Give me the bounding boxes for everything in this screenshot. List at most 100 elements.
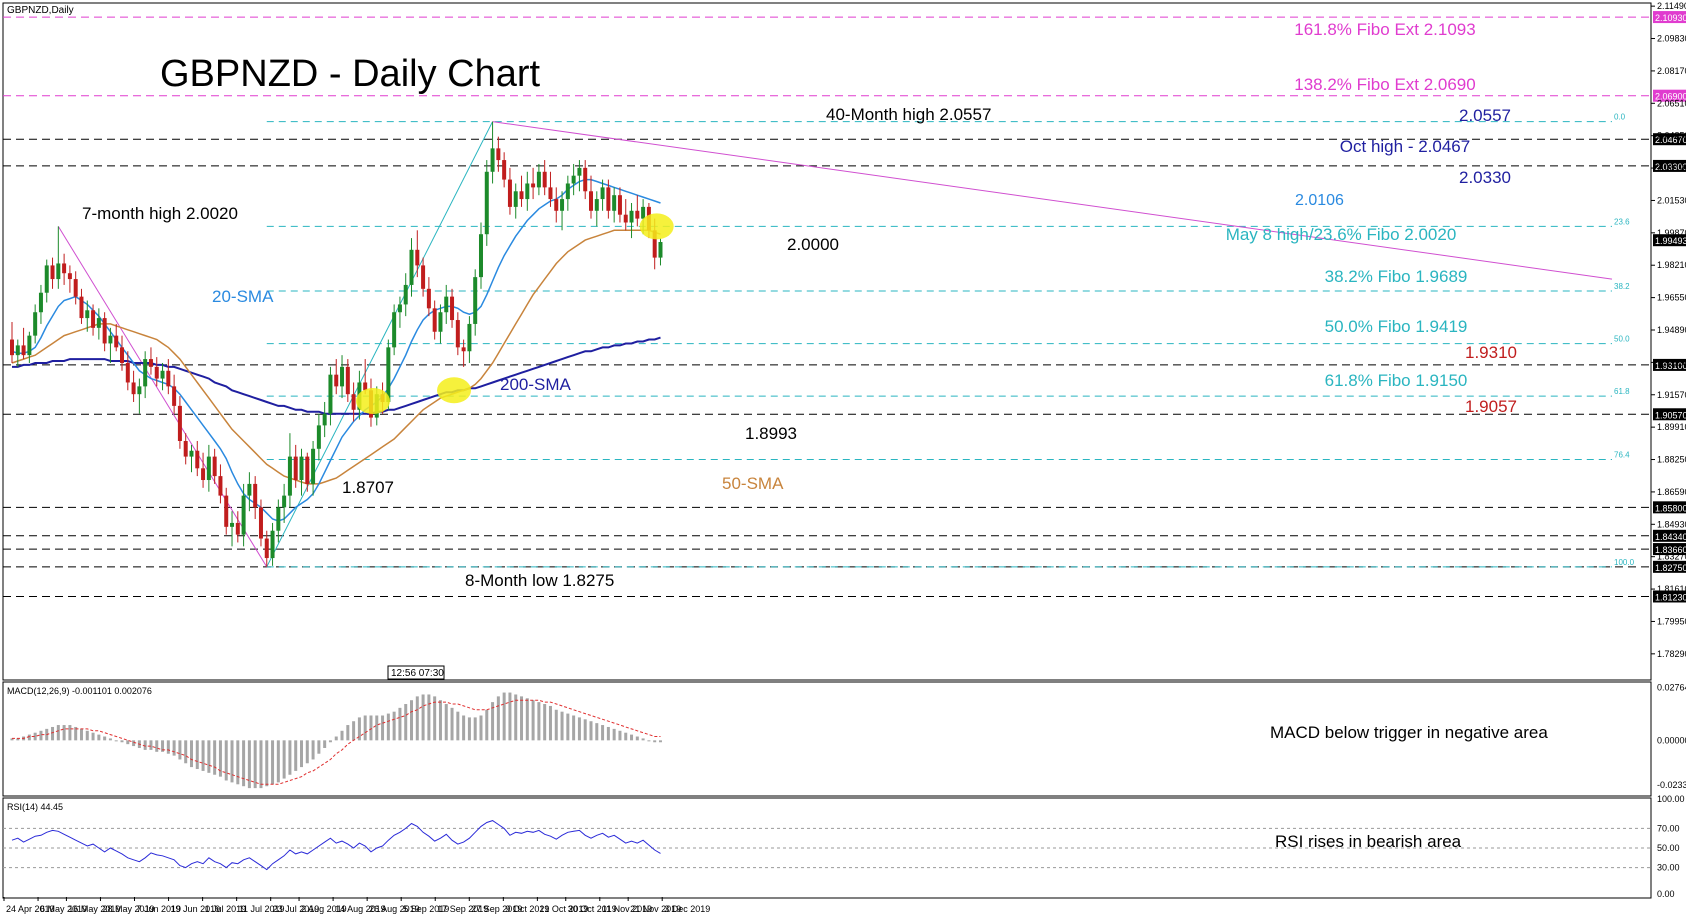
- candle-body: [641, 206, 646, 219]
- macd-bar: [120, 740, 124, 743]
- time-tick-label: 7 Jun 2019: [137, 904, 182, 914]
- price-tick-label: 2.04850: [1657, 131, 1686, 141]
- macd-bar: [218, 740, 222, 777]
- macd-bar: [566, 713, 570, 741]
- candle-body: [554, 199, 559, 211]
- macd-bar: [224, 740, 228, 781]
- macd-bar: [450, 707, 454, 741]
- macd-bar: [577, 717, 581, 741]
- macd-bar: [143, 740, 147, 750]
- price-tick-label: 1.94890: [1657, 325, 1686, 335]
- macd-bar: [386, 713, 390, 741]
- macd-bar: [601, 725, 605, 741]
- chart-annotation: 50.0% Fibo 1.9419: [1325, 317, 1468, 336]
- chart-annotation: 38.2% Fibo 1.9689: [1325, 267, 1468, 286]
- macd-bar: [91, 732, 95, 741]
- fibo-level-label: 50.0: [1614, 335, 1630, 344]
- macd-bar: [433, 696, 437, 741]
- price-tick-label: 1.81610: [1657, 584, 1686, 594]
- candle-body: [114, 335, 119, 348]
- rsi-tick-label: 0.00: [1657, 889, 1675, 899]
- candle-body: [253, 483, 258, 508]
- candle-body: [154, 366, 159, 379]
- candle-body: [600, 187, 605, 200]
- macd-bar: [606, 726, 610, 741]
- current-price-bg: [1653, 234, 1686, 247]
- price-tick-label: 2.11490: [1657, 1, 1686, 11]
- macd-bar: [479, 715, 483, 741]
- chart-annotation: May 8 high/23.6% Fibo 2.0020: [1226, 225, 1457, 244]
- time-tag: 12:56 07:30: [387, 665, 445, 680]
- rsi-line: [11, 820, 661, 871]
- candle-body: [79, 296, 84, 319]
- time-tick-label: 21 Nov 2019: [630, 904, 681, 914]
- fibo-level-label: 0.0: [1614, 113, 1626, 122]
- macd-bar: [473, 717, 477, 741]
- macd-signal-line: [12, 699, 661, 785]
- macd-bar: [39, 730, 43, 741]
- level-tag-bg: [1653, 159, 1686, 172]
- chart-annotation: 61.8% Fibo 1.9150: [1325, 371, 1468, 390]
- candle-body: [282, 495, 287, 508]
- candle-body: [363, 382, 368, 391]
- sma50-line: [11, 229, 661, 485]
- macd-bar: [618, 730, 622, 741]
- level-tag: 1.83660: [1655, 545, 1686, 555]
- rsi-annotation: RSI rises in bearish area: [1275, 832, 1462, 851]
- macd-bar: [10, 738, 14, 741]
- time-tick-label: 21 Oct 2019: [539, 904, 588, 914]
- candle-body: [513, 191, 518, 207]
- candle-body: [583, 167, 588, 192]
- rsi-tick-label: 30.00: [1657, 863, 1680, 873]
- candle-body: [27, 335, 32, 356]
- candle-body: [137, 386, 142, 395]
- macd-bar: [265, 740, 269, 787]
- macd-tick-label: -0.023364: [1657, 780, 1686, 790]
- level-tag-bg: [1653, 590, 1686, 603]
- macd-bar: [624, 732, 628, 741]
- candle-body: [507, 179, 512, 207]
- current-price-tag: 1.99493: [1655, 236, 1686, 246]
- candle-body: [62, 263, 67, 274]
- level-tag-bg: [1653, 408, 1686, 421]
- chart-annotation: 200-SMA: [500, 375, 572, 394]
- candle-body: [67, 273, 72, 280]
- candle-body: [56, 263, 61, 280]
- macd-bar: [410, 700, 414, 741]
- price-tick-label: 2.09830: [1657, 34, 1686, 44]
- price-tick-label: 1.86590: [1657, 487, 1686, 497]
- candle-body: [334, 374, 339, 387]
- level-tag: 1.85800: [1655, 503, 1686, 513]
- candle-body: [125, 362, 130, 383]
- time-tick-label: 19 Jun 2019: [171, 904, 221, 914]
- candle-body: [531, 183, 536, 188]
- candle-body: [15, 345, 20, 356]
- candle-body: [617, 195, 622, 215]
- macd-tick-label: 0.027642: [1657, 683, 1686, 693]
- candle-body: [264, 538, 269, 559]
- macd-bar: [653, 740, 657, 743]
- macd-bar: [346, 725, 350, 741]
- chart-annotation: 1.8993: [745, 424, 797, 443]
- macd-bar: [132, 740, 136, 747]
- macd-bar: [16, 738, 20, 741]
- candle-body: [560, 199, 565, 211]
- level-tag: 1.81230: [1655, 592, 1686, 602]
- candle-body: [172, 386, 177, 406]
- macd-bar: [317, 740, 321, 754]
- candle-body: [44, 265, 49, 293]
- macd-bar: [184, 740, 188, 764]
- macd-bar: [491, 702, 495, 741]
- macd-bar: [462, 715, 466, 741]
- macd-bar: [363, 715, 367, 741]
- chart-annotation: 8-Month low 1.8275: [465, 571, 614, 590]
- time-tick-label: 6 May 2019: [40, 904, 87, 914]
- highlight-circle: [355, 388, 390, 415]
- macd-bar: [51, 726, 55, 741]
- macd-bar: [230, 740, 234, 783]
- macd-bar: [172, 740, 176, 756]
- macd-bar: [68, 725, 72, 741]
- macd-bar: [485, 709, 489, 741]
- macd-bar: [85, 730, 89, 741]
